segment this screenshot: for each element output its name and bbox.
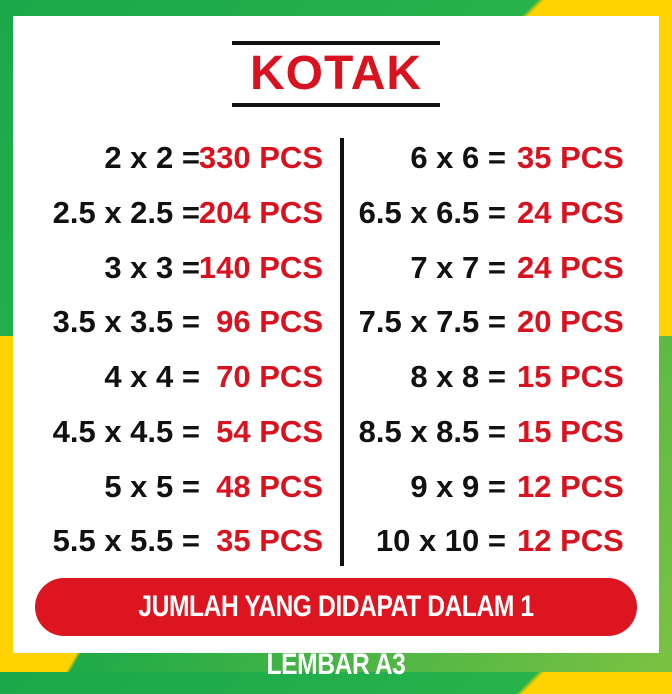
quantity-value: 35 PCS [216,523,323,558]
quantity-value: 96 PCS [216,304,323,339]
quantity-value: 204 PCS [198,195,323,230]
size-row: 7 x 7 = 24 PCS [0,248,624,288]
size-label: 10 x 10 = [375,523,506,558]
size-label: 9 x 9 = [410,469,506,504]
size-row: 7.5 x 7.5 = 20 PCS [0,302,624,342]
quantity-value: 330 PCS [198,140,323,175]
size-row: 6 x 6 = 35 PCS [0,138,624,178]
size-row: 4 x 4 = 70 PCS [0,357,323,397]
size-label: 4 x 4 = [104,359,200,394]
size-row: 3 x 3 = 140 PCS [0,248,323,288]
quantity-value: 20 PCS [517,304,624,339]
size-row: 3.5 x 3.5 = 96 PCS [0,302,323,342]
footer-banner: JUMLAH YANG DIDAPAT DALAM 1 LEMBAR A3 [35,578,637,681]
quantity-value: 35 PCS [517,140,624,175]
size-label: 3 x 3 = [104,250,200,285]
quantity-value: 15 PCS [517,414,624,449]
title-block: KOTAK [232,41,440,107]
quantity-value: 54 PCS [216,414,323,449]
quantity-value: 140 PCS [198,250,323,285]
size-label: 4.5 x 4.5 = [52,414,200,449]
size-label: 2.5 x 2.5 = [52,195,200,230]
quantity-value: 24 PCS [517,195,624,230]
size-label: 6 x 6 = [410,140,506,175]
size-row: 9 x 9 = 12 PCS [0,467,624,507]
quantity-value: 70 PCS [216,359,323,394]
size-label: 7 x 7 = [410,250,506,285]
quantity-value: 15 PCS [517,359,624,394]
footer-text: JUMLAH YANG DIDAPAT DALAM 1 LEMBAR A3 [138,590,534,681]
size-label: 6.5 x 6.5 = [358,195,506,230]
size-row: 8.5 x 8.5 = 15 PCS [0,412,624,452]
quantity-value: 24 PCS [517,250,624,285]
size-label: 5.5 x 5.5 = [52,523,200,558]
size-row: 5.5 x 5.5 = 35 PCS [0,521,323,561]
content-panel [13,16,659,653]
quantity-value: 12 PCS [517,523,624,558]
size-row: 4.5 x 4.5 = 54 PCS [0,412,323,452]
quantity-value: 12 PCS [517,469,624,504]
size-label: 7.5 x 7.5 = [358,304,506,339]
size-row: 5 x 5 = 48 PCS [0,467,323,507]
size-label: 8 x 8 = [410,359,506,394]
size-label: 8.5 x 8.5 = [358,414,506,449]
size-row: 2.5 x 2.5 = 204 PCS [0,193,323,233]
size-row: 10 x 10 = 12 PCS [0,521,624,561]
size-row: 6.5 x 6.5 = 24 PCS [0,193,624,233]
size-row: 2 x 2 = 330 PCS [0,138,323,178]
column-divider [340,138,344,566]
size-label: 2 x 2 = [104,140,200,175]
size-label: 5 x 5 = [104,469,200,504]
size-row: 8 x 8 = 15 PCS [0,357,624,397]
page-title: KOTAK [249,47,423,100]
size-label: 3.5 x 3.5 = [52,304,200,339]
quantity-value: 48 PCS [216,469,323,504]
